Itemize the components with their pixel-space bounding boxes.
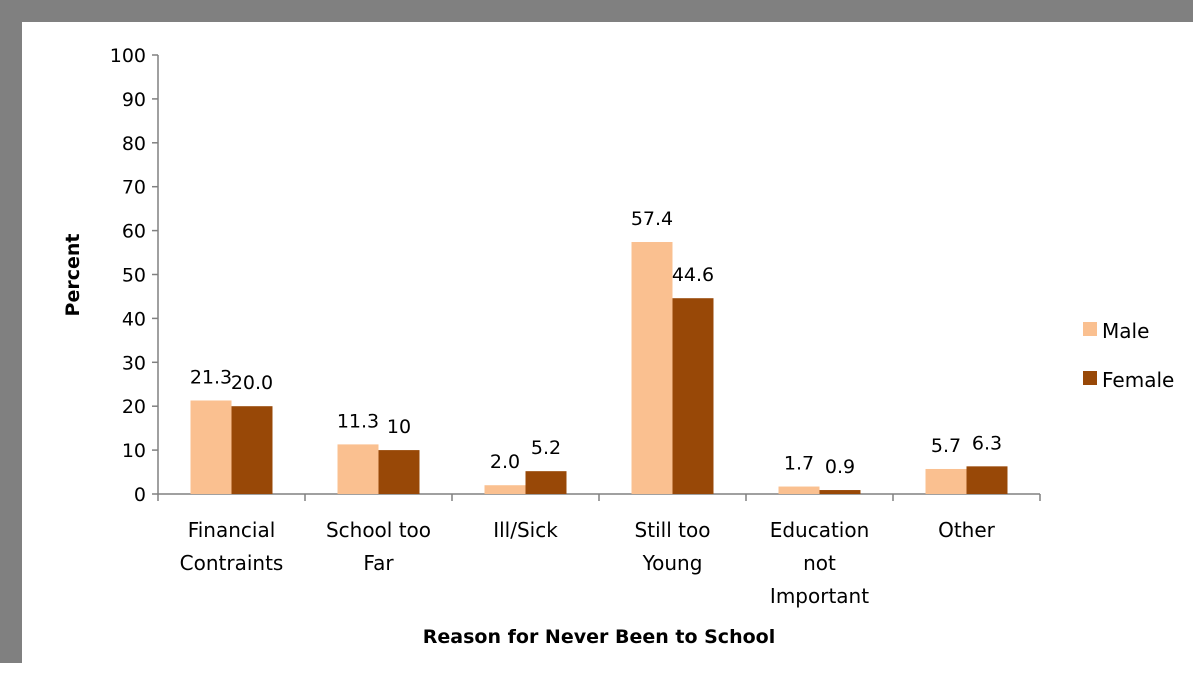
category-label: Education bbox=[770, 518, 870, 542]
bar-male bbox=[925, 468, 967, 494]
bar-female bbox=[231, 406, 273, 494]
category-label: Ill/Sick bbox=[493, 518, 558, 542]
y-tick-label: 0 bbox=[134, 484, 146, 506]
y-tick-label: 60 bbox=[122, 221, 146, 243]
y-tick-label: 30 bbox=[122, 352, 146, 374]
y-tick-label: 70 bbox=[122, 177, 146, 199]
data-label-male: 2.0 bbox=[490, 451, 520, 473]
bar-female bbox=[672, 298, 714, 494]
data-label-female: 5.2 bbox=[531, 437, 561, 459]
category-label: Other bbox=[938, 518, 996, 542]
y-tick-label: 10 bbox=[122, 440, 146, 462]
y-tick-label: 50 bbox=[122, 265, 146, 287]
category-label: Far bbox=[363, 551, 394, 575]
data-label-male: 21.3 bbox=[190, 366, 232, 388]
legend-label-male: Male bbox=[1102, 319, 1149, 343]
bar-female bbox=[966, 466, 1008, 494]
y-tick-label: 40 bbox=[122, 308, 146, 330]
data-label-female: 44.6 bbox=[672, 264, 714, 286]
category-label: School too bbox=[326, 518, 431, 542]
data-label-female: 20.0 bbox=[231, 372, 273, 394]
data-label-female: 6.3 bbox=[972, 432, 1002, 454]
legend-swatch-male bbox=[1083, 322, 1097, 336]
y-tick-label: 100 bbox=[110, 45, 146, 67]
data-label-male: 11.3 bbox=[337, 410, 379, 432]
y-tick-label: 80 bbox=[122, 133, 146, 155]
category-label: Still too bbox=[635, 518, 711, 542]
data-label-male: 1.7 bbox=[784, 453, 814, 475]
legend-label-female: Female bbox=[1102, 368, 1174, 392]
data-label-male: 5.7 bbox=[931, 435, 961, 457]
frame-border-left bbox=[0, 0, 22, 663]
data-label-female: 10 bbox=[387, 416, 411, 438]
bar-male bbox=[631, 242, 673, 494]
bar-male bbox=[484, 485, 526, 494]
bar-male bbox=[778, 486, 820, 494]
category-label: Contraints bbox=[180, 551, 284, 575]
y-tick-label: 90 bbox=[122, 89, 146, 111]
bar-female bbox=[819, 490, 861, 494]
bar-male bbox=[337, 444, 379, 494]
x-axis-title: Reason for Never Been to School bbox=[423, 626, 775, 648]
category-label: Young bbox=[642, 551, 703, 575]
category-label: not bbox=[803, 551, 836, 575]
data-label-male: 57.4 bbox=[631, 208, 673, 230]
bar-female bbox=[378, 450, 420, 494]
category-label: Financial bbox=[188, 518, 276, 542]
category-label: Important bbox=[770, 584, 869, 608]
y-tick-label: 20 bbox=[122, 396, 146, 418]
data-label-female: 0.9 bbox=[825, 456, 855, 478]
bar-female bbox=[525, 471, 567, 494]
frame-border-top bbox=[0, 0, 1193, 22]
bar-male bbox=[190, 400, 232, 494]
y-axis-title: Percent bbox=[62, 234, 84, 317]
legend-swatch-female bbox=[1083, 371, 1097, 385]
